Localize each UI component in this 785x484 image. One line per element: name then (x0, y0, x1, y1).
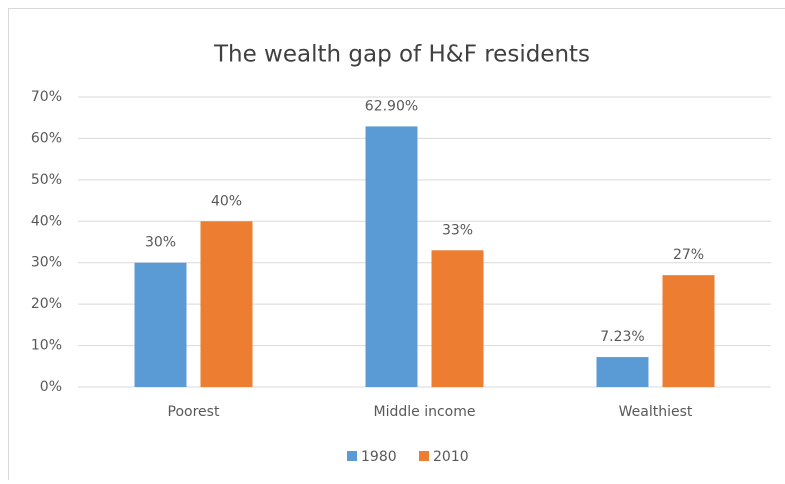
y-tick-label: 10% (31, 338, 62, 354)
bar (201, 221, 253, 387)
bar (432, 250, 484, 387)
bar (597, 357, 649, 387)
bar (663, 275, 715, 387)
data-label: 33% (442, 222, 473, 238)
x-tick-label: Wealthiest (619, 404, 693, 420)
y-tick-label: 60% (31, 130, 62, 146)
chart-title: The wealth gap of H&F residents (213, 42, 590, 68)
y-tick-label: 50% (31, 172, 62, 188)
legend-swatch (347, 451, 357, 461)
x-tick-label: Poorest (168, 404, 220, 420)
y-tick-label: 70% (31, 89, 62, 105)
x-tick-label: Middle income (374, 404, 476, 420)
bar (135, 263, 187, 387)
data-label: 40% (211, 193, 242, 209)
bar (366, 126, 418, 387)
y-tick-label: 40% (31, 213, 62, 229)
legend-swatch (419, 451, 429, 461)
data-label: 27% (673, 247, 704, 263)
legend-label: 1980 (361, 449, 397, 465)
y-tick-label: 30% (31, 255, 62, 271)
legend-label: 2010 (433, 449, 469, 465)
data-label: 62.90% (365, 98, 418, 114)
data-label: 7.23% (600, 329, 644, 345)
data-label: 30% (145, 235, 176, 251)
y-tick-label: 20% (31, 296, 62, 312)
y-tick-label: 0% (40, 379, 62, 395)
